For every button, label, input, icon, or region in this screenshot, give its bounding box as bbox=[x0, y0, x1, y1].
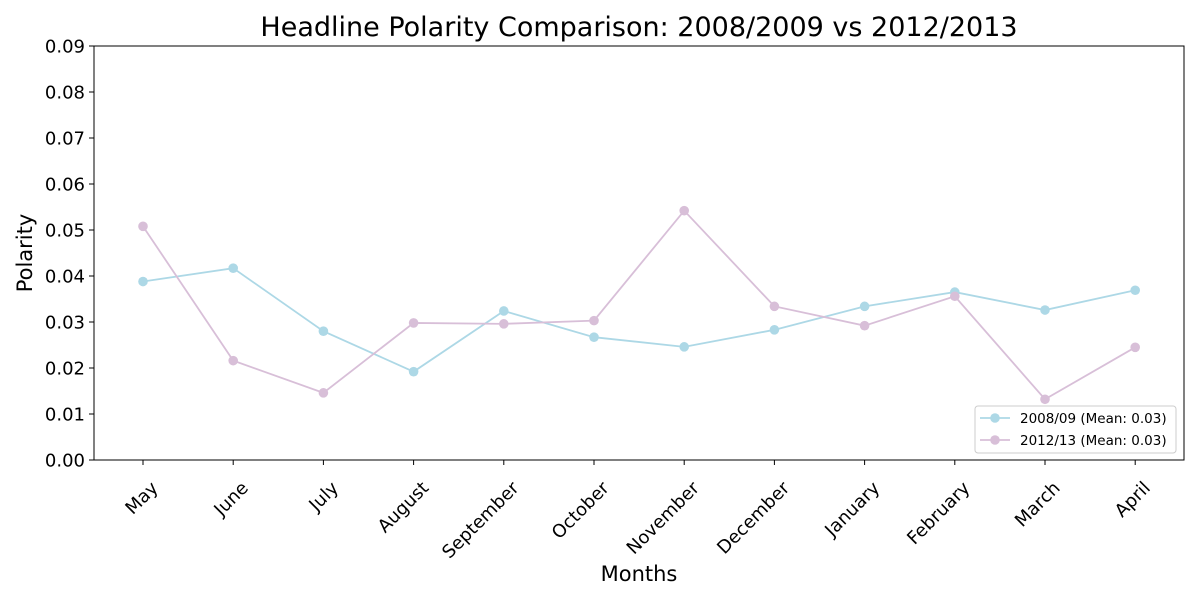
chart-title: Headline Polarity Comparison: 2008/2009 … bbox=[260, 12, 1017, 43]
data-point bbox=[138, 276, 148, 287]
y-tick-label: 0.05 bbox=[45, 221, 85, 242]
series-line-2 bbox=[142, 209, 1136, 401]
data-point bbox=[859, 301, 870, 312]
legend-box bbox=[974, 405, 1177, 454]
x-tick-label: June bbox=[210, 478, 253, 521]
x-tick-label: November bbox=[623, 477, 704, 558]
data-point bbox=[950, 291, 960, 302]
data-point bbox=[318, 388, 329, 398]
data-point bbox=[859, 320, 870, 331]
data-point bbox=[228, 263, 238, 273]
data-point bbox=[1040, 305, 1050, 315]
x-tick-label: March bbox=[1011, 478, 1065, 532]
data-point bbox=[679, 205, 689, 216]
data-point bbox=[408, 318, 419, 328]
x-tick-label: August bbox=[374, 478, 433, 537]
data-point bbox=[1040, 394, 1050, 405]
legend-marker-2 bbox=[990, 435, 1000, 445]
data-point bbox=[769, 325, 780, 335]
data-point bbox=[228, 355, 238, 366]
y-tick-label: 0.02 bbox=[45, 359, 85, 380]
data-point bbox=[138, 221, 148, 232]
data-point bbox=[499, 319, 509, 329]
x-tick-label: February bbox=[903, 477, 974, 548]
y-tick-label: 0.07 bbox=[45, 129, 85, 150]
x-tick-label: December bbox=[713, 477, 794, 558]
data-point bbox=[318, 326, 329, 337]
y-tick-label: 0.03 bbox=[45, 313, 85, 334]
x-tick-label: January bbox=[820, 477, 884, 541]
data-point bbox=[408, 366, 419, 377]
data-point bbox=[589, 315, 599, 326]
x-tick-label: October bbox=[548, 477, 614, 543]
legend-label-1: 2008/09 (Mean: 0.03) bbox=[1020, 411, 1167, 427]
y-tick-label: 0.09 bbox=[45, 37, 85, 58]
y-tick-label: 0.00 bbox=[45, 451, 85, 472]
legend-marker-1 bbox=[990, 413, 1000, 423]
legend-label-2: 2012/13 (Mean: 0.03) bbox=[1020, 433, 1167, 449]
y-tick-label: 0.04 bbox=[45, 267, 85, 288]
data-point bbox=[1130, 285, 1140, 296]
data-point bbox=[589, 332, 599, 342]
data-point bbox=[499, 306, 509, 316]
data-point bbox=[1130, 342, 1140, 353]
y-tick-label: 0.01 bbox=[45, 405, 85, 426]
data-point bbox=[679, 342, 689, 352]
x-tick-label: September bbox=[438, 477, 524, 563]
x-tick-label: July bbox=[305, 477, 344, 516]
x-tick-label: May bbox=[121, 477, 162, 518]
x-axis-label: Months bbox=[601, 562, 678, 586]
plot-frame bbox=[93, 45, 1185, 461]
data-point bbox=[769, 301, 780, 312]
y-tick-label: 0.06 bbox=[45, 175, 85, 196]
legend: 2008/09 (Mean: 0.03) 2012/13 (Mean: 0.03) bbox=[974, 405, 1177, 454]
y-axis-label: Polarity bbox=[13, 214, 37, 293]
x-tick-label: April bbox=[1111, 478, 1155, 522]
y-tick-label: 0.08 bbox=[45, 83, 85, 104]
series-line-1 bbox=[142, 267, 1136, 373]
